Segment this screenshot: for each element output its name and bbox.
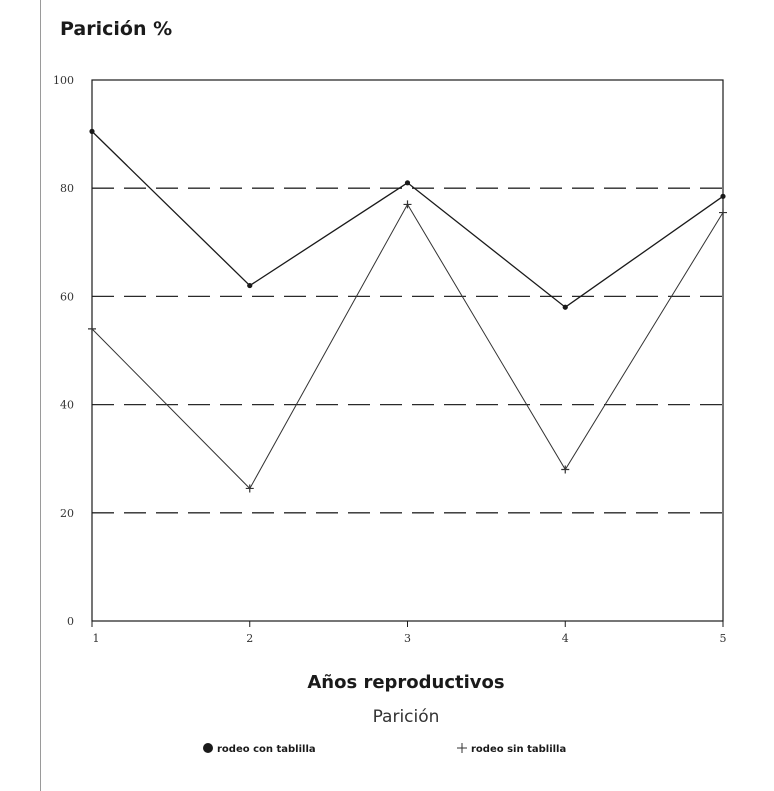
y-axis: 100 80 60 40 20 0 bbox=[53, 74, 74, 628]
x-tick-label-5: 5 bbox=[720, 632, 727, 645]
series-1-point-5 bbox=[720, 193, 726, 199]
series-1-point-3 bbox=[404, 180, 411, 186]
series-2-point-3 bbox=[403, 200, 412, 209]
legend-label-2: rodeo sin tablilla bbox=[471, 744, 566, 755]
series-2-point-2 bbox=[245, 484, 254, 493]
series-1-point-1 bbox=[89, 128, 95, 134]
gridlines bbox=[92, 187, 723, 514]
y-tick-label-20: 20 bbox=[60, 507, 74, 520]
figure-frame bbox=[40, 0, 774, 791]
series-line-1 bbox=[91, 130, 724, 309]
x-axis-label: Años reproductivos bbox=[307, 672, 504, 693]
series-group bbox=[88, 128, 727, 493]
y-tick-label-100: 100 bbox=[53, 74, 74, 87]
chart-title: Parición % bbox=[60, 18, 172, 40]
x-tick-label-3: 3 bbox=[404, 632, 411, 645]
x-axis: 1 2 3 4 5 bbox=[91, 621, 727, 645]
y-tick-label-80: 80 bbox=[60, 182, 74, 195]
plot-area bbox=[91, 79, 724, 622]
series-2-point-4 bbox=[561, 465, 570, 474]
y-tick-label-40: 40 bbox=[60, 399, 74, 412]
series-line-2 bbox=[91, 203, 724, 490]
x-tick-label-2: 2 bbox=[246, 632, 253, 645]
legend-marker-2 bbox=[457, 743, 467, 753]
y-tick-label-60: 60 bbox=[60, 290, 74, 303]
legend-marker-1 bbox=[203, 743, 213, 753]
legend: rodeo con tablilla rodeo sin tablilla bbox=[203, 743, 566, 755]
series-2-point-1 bbox=[88, 324, 96, 333]
chart-subtitle: Parición bbox=[373, 707, 440, 727]
y-tick-label-0: 0 bbox=[67, 615, 74, 628]
series-1-point-2 bbox=[247, 282, 253, 289]
series-1-point-4 bbox=[562, 304, 568, 310]
legend-label-1: rodeo con tablilla bbox=[217, 744, 316, 755]
x-tick-label-4: 4 bbox=[562, 632, 569, 645]
series-2-point-5 bbox=[719, 208, 727, 217]
x-tick-label-1: 1 bbox=[93, 632, 100, 645]
